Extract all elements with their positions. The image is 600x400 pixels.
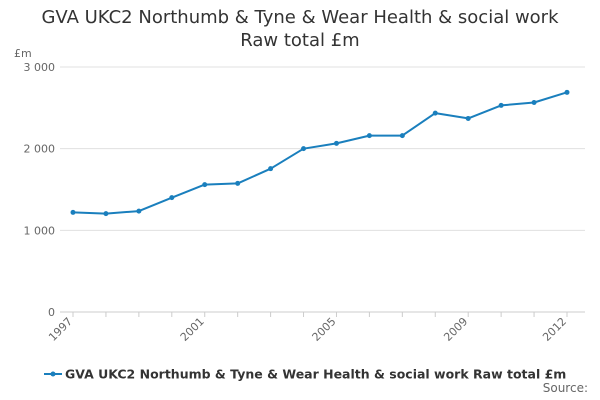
data-point bbox=[531, 100, 537, 106]
series-layer bbox=[70, 89, 570, 217]
chart-title: GVA UKC2 Northumb & Tyne & Wear Health &… bbox=[0, 6, 600, 52]
x-axis: 1997 2001 2005 2009 2012 bbox=[46, 311, 585, 344]
data-point bbox=[268, 166, 274, 172]
source-label: Source: bbox=[542, 381, 588, 395]
x-tick-label: 2012 bbox=[540, 315, 569, 344]
y-tick-label: 1 000 bbox=[24, 224, 56, 237]
grid-layer bbox=[60, 66, 585, 313]
data-point bbox=[333, 140, 339, 146]
chart-title-line2: Raw total £m bbox=[240, 30, 360, 51]
y-tick-label: 0 bbox=[48, 306, 55, 319]
y-axis-label: £m bbox=[14, 47, 32, 60]
data-point bbox=[169, 195, 175, 201]
data-point bbox=[366, 133, 372, 139]
legend-label: GVA UKC2 Northumb & Tyne & Wear Health &… bbox=[65, 367, 566, 382]
x-tick-label: 2001 bbox=[178, 315, 207, 344]
x-tick-label: 1997 bbox=[46, 315, 75, 344]
data-point bbox=[103, 211, 109, 217]
data-point bbox=[432, 110, 438, 116]
legend[interactable]: GVA UKC2 Northumb & Tyne & Wear Health &… bbox=[44, 367, 566, 382]
data-point bbox=[235, 180, 241, 186]
data-point bbox=[136, 208, 142, 214]
chart-title-line1: GVA UKC2 Northumb & Tyne & Wear Health &… bbox=[41, 7, 559, 28]
y-axis: £m 0 1 000 2 000 3 000 bbox=[14, 47, 55, 319]
data-point bbox=[301, 146, 307, 152]
data-point bbox=[399, 133, 405, 139]
legend-point-marker bbox=[50, 371, 56, 377]
data-point bbox=[70, 209, 76, 215]
series-line bbox=[72, 91, 568, 215]
data-point bbox=[498, 102, 504, 108]
x-tick-label: 2009 bbox=[441, 315, 470, 344]
data-point bbox=[202, 182, 208, 188]
y-tick-label: 2 000 bbox=[24, 143, 56, 156]
data-point bbox=[465, 115, 471, 121]
y-tick-label: 3 000 bbox=[24, 61, 56, 74]
data-point bbox=[564, 89, 570, 95]
x-tick-label: 2005 bbox=[310, 315, 339, 344]
